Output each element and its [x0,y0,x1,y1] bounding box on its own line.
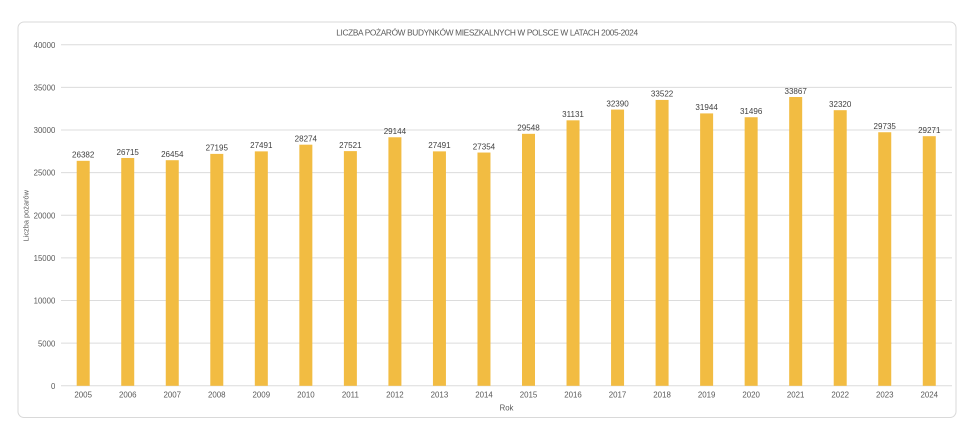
svg-text:31131: 31131 [562,110,584,119]
svg-text:40000: 40000 [34,41,56,50]
svg-text:26454: 26454 [161,150,184,159]
svg-text:2007: 2007 [163,391,181,400]
svg-text:31496: 31496 [740,107,763,116]
svg-text:2013: 2013 [431,391,449,400]
svg-text:2009: 2009 [253,391,271,400]
svg-text:29548: 29548 [517,124,540,133]
svg-text:2018: 2018 [653,391,671,400]
svg-text:27195: 27195 [206,144,229,153]
svg-text:5000: 5000 [38,339,56,348]
svg-text:2014: 2014 [475,391,493,400]
svg-text:27521: 27521 [339,141,362,150]
svg-text:20000: 20000 [34,211,56,220]
svg-text:2019: 2019 [698,391,716,400]
svg-text:29144: 29144 [384,127,407,136]
svg-text:32320: 32320 [829,100,852,109]
svg-text:30000: 30000 [34,126,56,135]
svg-text:2012: 2012 [386,391,404,400]
svg-text:25000: 25000 [34,169,56,178]
svg-text:2015: 2015 [520,391,538,400]
svg-text:2005: 2005 [74,391,92,400]
svg-text:2006: 2006 [119,391,137,400]
svg-text:LICZBA POŻARÓW BUDYNKÓW MIESZK: LICZBA POŻARÓW BUDYNKÓW MIESZKALNYCH W P… [336,27,638,37]
svg-text:32390: 32390 [606,99,629,108]
svg-text:29271: 29271 [918,126,941,135]
svg-text:Liczba pożarów: Liczba pożarów [22,189,31,241]
svg-text:2020: 2020 [742,391,760,400]
svg-text:35000: 35000 [34,83,56,92]
svg-text:33522: 33522 [651,90,674,99]
svg-text:2010: 2010 [297,391,315,400]
svg-text:29735: 29735 [874,122,897,131]
svg-text:26382: 26382 [72,151,95,160]
svg-text:2016: 2016 [564,391,582,400]
svg-text:31944: 31944 [695,103,718,112]
svg-text:2024: 2024 [920,391,938,400]
svg-text:27491: 27491 [250,141,273,150]
svg-text:28274: 28274 [295,134,318,143]
svg-text:10000: 10000 [34,297,56,306]
svg-text:27491: 27491 [428,141,451,150]
svg-text:2011: 2011 [342,391,359,400]
svg-text:2008: 2008 [208,391,226,400]
svg-text:2017: 2017 [609,391,627,400]
svg-text:33867: 33867 [784,87,807,96]
svg-text:26715: 26715 [117,148,140,157]
svg-text:Rok: Rok [500,403,514,412]
svg-text:27354: 27354 [473,142,496,151]
svg-text:2022: 2022 [831,391,849,400]
svg-text:2023: 2023 [876,391,894,400]
svg-text:2021: 2021 [787,391,805,400]
svg-text:0: 0 [51,382,56,391]
svg-text:15000: 15000 [34,254,56,263]
